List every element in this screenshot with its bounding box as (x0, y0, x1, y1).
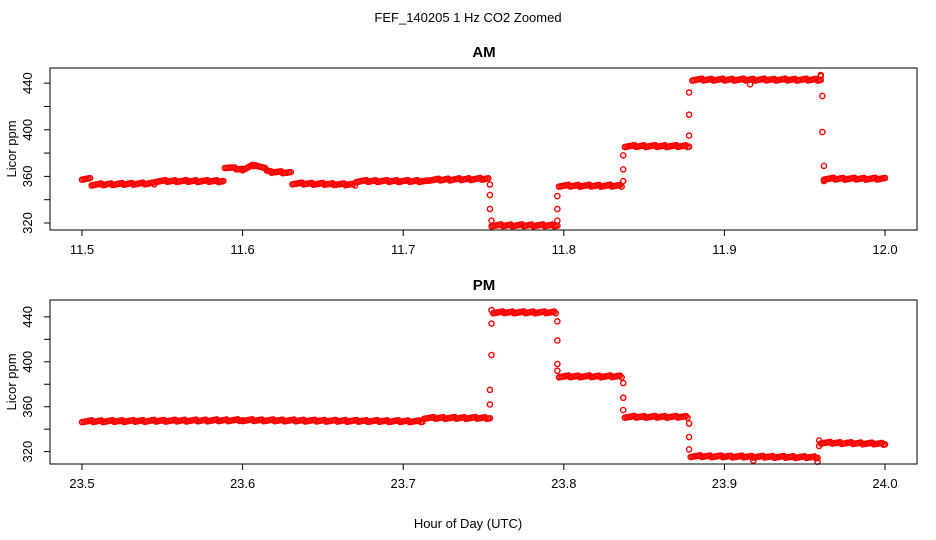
data-point (815, 437, 823, 444)
data-point (619, 406, 627, 414)
x-tick-label: 11.5 (70, 242, 94, 257)
data-point (86, 174, 94, 182)
y-tick-label: 360 (20, 396, 35, 418)
data-point (554, 217, 561, 224)
data-point (488, 217, 495, 224)
data-point (550, 308, 558, 315)
x-tick-label: 23.8 (551, 476, 576, 491)
data-point (746, 81, 754, 88)
data-point (682, 142, 690, 149)
data-point (486, 386, 494, 394)
data-point (878, 439, 886, 447)
x-tick-label: 11.7 (391, 242, 415, 257)
data-point (819, 92, 826, 100)
data-point (554, 360, 561, 368)
x-tick-label: 11.6 (230, 242, 254, 257)
data-point (685, 433, 693, 441)
y-tick-label: 320 (20, 212, 35, 234)
x-tick-label: 12.0 (872, 242, 897, 257)
y-tick-label: 400 (20, 351, 35, 373)
data-point (616, 372, 624, 379)
data-point (685, 143, 693, 151)
data-point (486, 205, 494, 213)
data-point (486, 414, 494, 422)
data-point (685, 89, 693, 96)
panel-am-ylabel: Licor ppm (4, 120, 19, 177)
data-point (554, 337, 561, 344)
panel-am-title: AM (472, 44, 495, 61)
data-point (552, 309, 560, 317)
panel-pm-points (78, 306, 889, 466)
data-point (684, 414, 691, 422)
data-point (619, 379, 627, 387)
data-point (616, 181, 624, 189)
data-point (682, 412, 690, 420)
panel-am-x-axis: 11.5 11.6 11.7 11.8 11.9 12.0 (70, 229, 898, 257)
data-point (685, 132, 693, 139)
data-point (287, 168, 295, 176)
x-tick-label: 23.6 (230, 476, 255, 491)
x-tick-label: 11.8 (552, 242, 576, 257)
data-point (619, 152, 627, 159)
data-point (554, 205, 561, 213)
panel-pm: PM Licor ppm 23.5 23.6 23.7 23.8 23.9 24.0 32… (4, 277, 918, 491)
data-point (488, 320, 495, 327)
panel-pm-x-axis: 23.5 23.6 23.7 23.8 23.9 24.0 (69, 463, 898, 491)
data-point (619, 177, 627, 185)
x-tick-label: 23.9 (712, 476, 737, 491)
data-point (685, 420, 693, 427)
y-tick-label: 320 (20, 441, 35, 463)
data-point (486, 191, 494, 199)
data-point (820, 177, 828, 185)
x-tick-label: 23.7 (391, 476, 416, 491)
x-tick-label: 24.0 (872, 476, 897, 491)
figure-title: FEF_140205 1 Hz CO2 Zoomed (374, 10, 561, 25)
panel-am-y-axis: 320 360 400 440 (20, 72, 51, 234)
y-tick-label: 360 (20, 166, 35, 188)
data-point (486, 401, 494, 408)
data-point (820, 162, 828, 170)
panel-pm-frame (49, 299, 918, 465)
y-tick-label: 400 (20, 119, 35, 141)
data-point (685, 111, 693, 118)
data-point (814, 454, 821, 462)
data-point (619, 394, 627, 402)
data-point (351, 182, 359, 189)
data-point (619, 166, 627, 173)
panel-am-frame (49, 67, 918, 231)
data-point (488, 351, 495, 359)
data-point (819, 128, 826, 136)
data-point (618, 183, 625, 190)
data-point (811, 453, 818, 460)
y-tick-label: 440 (20, 72, 35, 94)
data-point (881, 441, 889, 448)
data-point (554, 318, 561, 325)
panel-am-points (78, 71, 889, 230)
y-tick-label: 440 (20, 306, 35, 328)
panel-pm-y-axis: 320 360 400 440 (20, 306, 51, 463)
data-point (685, 446, 693, 453)
data-point (881, 174, 889, 182)
data-point (220, 177, 227, 185)
panel-am: AM Licor ppm 11.5 11.6 11.7 11.8 11.9 12.0 32… (4, 44, 918, 257)
data-point (554, 367, 561, 375)
x-tick-label: 23.5 (69, 476, 94, 491)
data-point (554, 192, 561, 200)
data-point (486, 181, 494, 188)
data-point (485, 174, 492, 182)
figure-xlabel: Hour of Day (UTC) (414, 516, 522, 531)
panel-pm-ylabel: Licor ppm (4, 353, 19, 410)
panel-pm-title: PM (473, 277, 496, 294)
data-point (488, 306, 495, 314)
data-point (817, 71, 825, 79)
data-point (618, 373, 625, 381)
x-tick-label: 11.9 (712, 242, 736, 257)
data-point (750, 457, 757, 464)
